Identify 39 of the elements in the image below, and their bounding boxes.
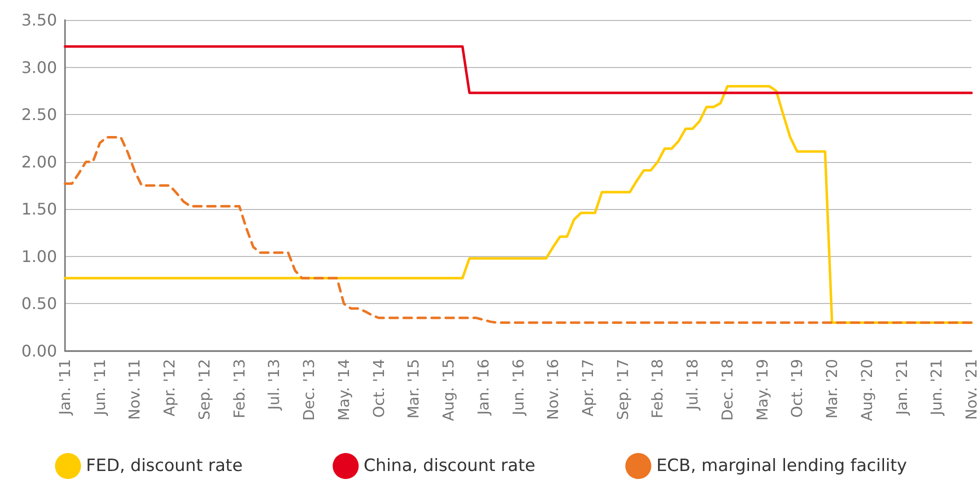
x-tick-label: Jun. '16 — [509, 359, 528, 416]
x-tick-label: Nov. '21 — [962, 359, 979, 420]
legend-label: ECB, marginal lending facility — [656, 456, 907, 476]
y-tick-label: 0.50 — [21, 294, 57, 314]
y-tick-label: 3.50 — [21, 10, 57, 30]
x-tick-label: Dec. '13 — [300, 359, 318, 421]
x-tick-label: Oct. '19 — [788, 359, 806, 418]
x-tick-label: May. '14 — [334, 359, 353, 421]
x-tick-label: Jul. '13 — [265, 359, 284, 411]
y-tick-label: 1.50 — [21, 200, 57, 219]
x-tick-label: Aug. '20 — [858, 359, 876, 422]
x-tick-label: Feb. '18 — [648, 359, 667, 418]
x-tick-label: Aug. '15 — [440, 359, 458, 422]
line-series — [64, 136, 973, 324]
x-tick-label: Apr. '17 — [578, 359, 597, 416]
x-tick-label: Mar. '15 — [404, 359, 423, 419]
y-tick-label: 2.00 — [21, 152, 57, 172]
x-tick-label: Dec. '18 — [718, 359, 736, 421]
y-tick-label: 0.00 — [21, 342, 57, 360]
legend-label: China, discount rate — [364, 456, 536, 476]
x-tick-label: Sep. '17 — [614, 359, 632, 420]
x-tick-label: Jun. '11 — [90, 359, 109, 416]
x-tick-label: Jan. '21 — [892, 359, 911, 416]
x-tick-label: Feb. '13 — [230, 359, 248, 418]
y-tick-label: 2.50 — [21, 105, 57, 124]
x-tick-label: Jan. '16 — [474, 359, 492, 416]
x-tick-label: Sep. '12 — [195, 359, 214, 420]
y-tick-label: 1.00 — [21, 246, 57, 266]
x-tick-label: Apr. '12 — [160, 359, 179, 416]
y-tick-label: 3.00 — [21, 58, 57, 77]
x-tick-label: May. '19 — [753, 359, 772, 421]
x-tick-label: Nov. '11 — [126, 359, 144, 420]
x-tick-label: Jan. '11 — [56, 359, 74, 416]
x-tick-label: Mar. '20 — [823, 359, 842, 419]
x-tick-label: Oct. '14 — [370, 359, 388, 418]
legend-label: FED, discount rate — [86, 456, 243, 476]
x-tick-label: Nov. '16 — [544, 359, 562, 420]
x-tick-label: Jul. '18 — [684, 359, 702, 411]
x-tick-label: Jun. '21 — [928, 359, 946, 416]
